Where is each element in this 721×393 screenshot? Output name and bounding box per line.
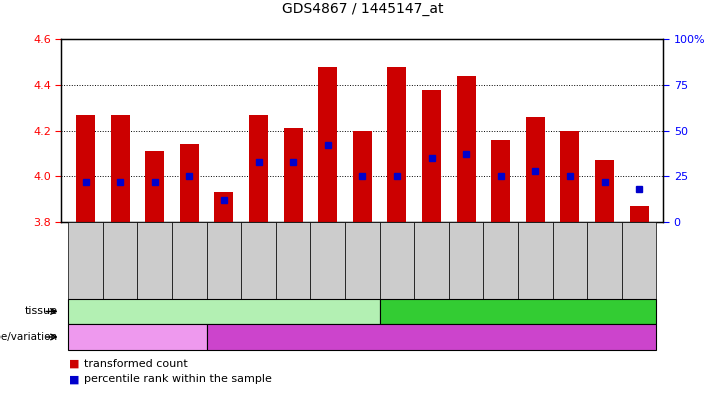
Text: genotype/variation: genotype/variation [0, 332, 58, 342]
Bar [422, 90, 441, 222]
Bar [145, 151, 164, 222]
Bar [180, 144, 199, 222]
Text: GSM1327390: GSM1327390 [155, 235, 164, 286]
Bar [353, 130, 372, 222]
Bar [214, 192, 234, 222]
Text: thymic lymphoma: thymic lymphoma [467, 307, 568, 316]
Text: transformed count: transformed count [84, 358, 188, 369]
Text: GSM1327389: GSM1327389 [363, 235, 371, 286]
Text: Tcf1+/-: Tcf1+/- [118, 332, 157, 342]
Bar [283, 129, 303, 222]
Bar [595, 160, 614, 222]
Text: Tcf1-/-: Tcf1-/- [415, 332, 448, 342]
Text: GSM1327384: GSM1327384 [328, 235, 337, 286]
Bar [318, 67, 337, 222]
Text: GSM1327388: GSM1327388 [120, 235, 129, 286]
Text: GSM1327383: GSM1327383 [293, 235, 302, 286]
Text: GSM1327397: GSM1327397 [604, 235, 614, 286]
Text: percentile rank within the sample: percentile rank within the sample [84, 374, 273, 384]
Text: GSM1327394: GSM1327394 [500, 235, 510, 286]
Bar [560, 130, 580, 222]
Text: GSM1327391: GSM1327391 [466, 235, 475, 286]
Bar [526, 117, 545, 222]
Text: GSM1327382: GSM1327382 [259, 235, 267, 286]
Text: GSM1327396: GSM1327396 [570, 235, 579, 286]
Text: GSM1327398: GSM1327398 [639, 235, 648, 286]
Bar [110, 115, 130, 222]
Bar [629, 206, 649, 222]
Text: GSM1327387: GSM1327387 [86, 235, 94, 286]
Bar [76, 115, 95, 222]
Text: ■: ■ [68, 358, 79, 369]
Text: GSM1327386: GSM1327386 [431, 235, 441, 286]
Text: GSM1327393: GSM1327393 [224, 235, 233, 286]
Text: GSM1327392: GSM1327392 [190, 235, 198, 286]
Bar [249, 115, 268, 222]
Text: GSM1327395: GSM1327395 [535, 235, 544, 286]
Text: thymus: thymus [203, 307, 245, 316]
Text: GSM1327385: GSM1327385 [397, 235, 406, 286]
Bar [491, 140, 510, 222]
Text: tissue: tissue [25, 307, 58, 316]
Text: GDS4867 / 1445147_at: GDS4867 / 1445147_at [282, 2, 443, 16]
Text: ■: ■ [68, 374, 79, 384]
Bar [387, 67, 407, 222]
Bar [456, 76, 476, 222]
